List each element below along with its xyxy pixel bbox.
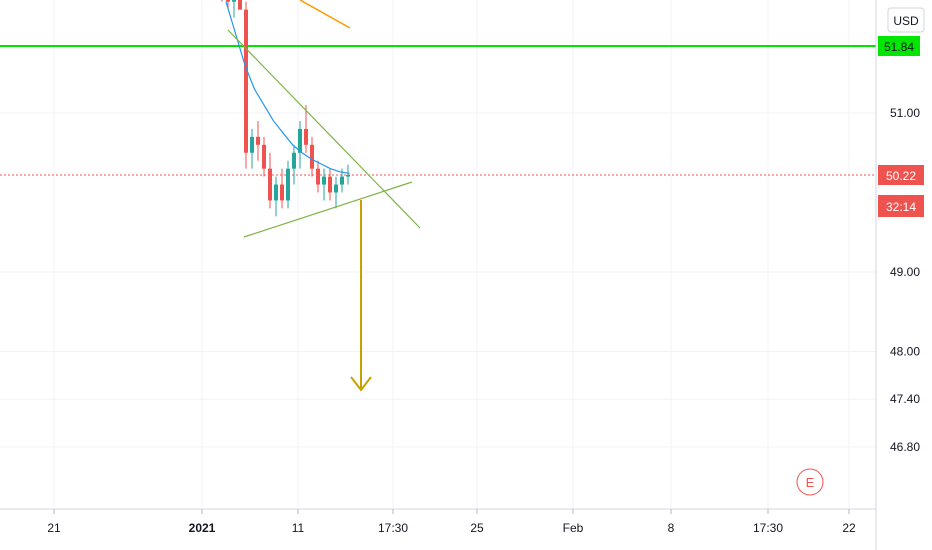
price-axis-ticks: 51.00 49.00 48.00 47.40 46.80: [890, 106, 920, 454]
candle-body: [232, 0, 236, 2]
time-tick-label: 8: [668, 521, 675, 535]
price-tick-label: 49.00: [890, 265, 920, 279]
candle: [346, 164, 350, 185]
candle: [316, 160, 320, 193]
candle-body: [298, 128, 302, 153]
price-tick-label: 48.00: [890, 345, 920, 359]
currency-button[interactable]: USD: [887, 7, 925, 33]
resistance-price-badge: 51.84: [878, 36, 920, 56]
candlesticks: [221, 0, 350, 217]
candle-body: [304, 128, 308, 145]
candle: [322, 168, 326, 201]
candle: [221, 0, 223, 2]
earnings-marker[interactable]: E: [796, 468, 824, 496]
candle-body: [226, 0, 230, 2]
time-axis[interactable]: [0, 508, 876, 550]
last-price-badge: 50.22: [878, 165, 924, 185]
price-tick-label: 46.80: [890, 440, 920, 454]
candle-body: [262, 144, 266, 169]
candle: [286, 160, 290, 209]
triangle-lower-trendline[interactable]: [243, 181, 413, 238]
candle-body: [238, 0, 242, 10]
triangle-upper-trendline[interactable]: [227, 29, 421, 229]
candle-body: [346, 175, 350, 177]
candle: [244, 1, 248, 169]
candle-body: [286, 168, 290, 201]
price-axis[interactable]: [876, 0, 932, 550]
candle: [310, 136, 314, 177]
candle: [250, 128, 254, 169]
time-tick-label: Feb: [563, 521, 584, 535]
time-tick-label: 17:30: [378, 521, 408, 535]
moving-average-line: [225, 1, 350, 175]
candle-body: [280, 184, 284, 201]
horizontal-gridlines: [0, 112, 876, 448]
vertical-gridlines: [53, 0, 850, 508]
candle-body: [274, 184, 278, 201]
candle: [262, 136, 266, 177]
candle: [304, 105, 308, 153]
candle: [328, 168, 332, 201]
candle: [292, 144, 296, 185]
price-tick-label: 47.40: [890, 392, 920, 406]
candle: [256, 120, 260, 161]
candle: [274, 176, 278, 217]
candle: [238, 0, 242, 10]
currency-label: USD: [893, 14, 919, 28]
candle-body: [310, 144, 314, 169]
candle: [226, 0, 230, 10]
last-price-label: 50.22: [886, 169, 916, 183]
candle: [232, 0, 236, 18]
time-tick-label: 22: [842, 521, 856, 535]
time-tick-label: 25: [470, 521, 484, 535]
candle-body: [244, 9, 248, 153]
time-axis-ticks: 21 2021 11 17:30 25 Feb 8 17:30 22: [47, 509, 856, 535]
candle: [268, 152, 272, 209]
candle-body: [250, 136, 254, 153]
time-tick-label: 21: [47, 521, 61, 535]
grid: [0, 0, 876, 508]
candle-body: [334, 184, 338, 193]
price-tick-label: 51.00: [890, 106, 920, 120]
countdown-badge: 32:14: [878, 195, 924, 217]
candle: [334, 176, 338, 209]
candle: [280, 168, 284, 209]
orange-trendline[interactable]: [299, 0, 351, 29]
candle-body: [268, 168, 272, 201]
candle-body: [322, 176, 326, 185]
candle-body: [328, 176, 332, 193]
resistance-price-label: 51.84: [884, 40, 914, 54]
time-tick-label: 17:30: [753, 521, 783, 535]
time-tick-label: 11: [292, 521, 305, 535]
candle-body: [340, 176, 344, 185]
candle-body: [316, 168, 320, 185]
candle-body: [256, 136, 260, 145]
projection-arrow[interactable]: [350, 200, 372, 392]
candle: [298, 120, 302, 169]
countdown-label: 32:14: [886, 200, 916, 214]
time-tick-label: 2021: [189, 521, 216, 535]
candle-body: [292, 152, 296, 169]
earnings-marker-label: E: [806, 475, 815, 490]
